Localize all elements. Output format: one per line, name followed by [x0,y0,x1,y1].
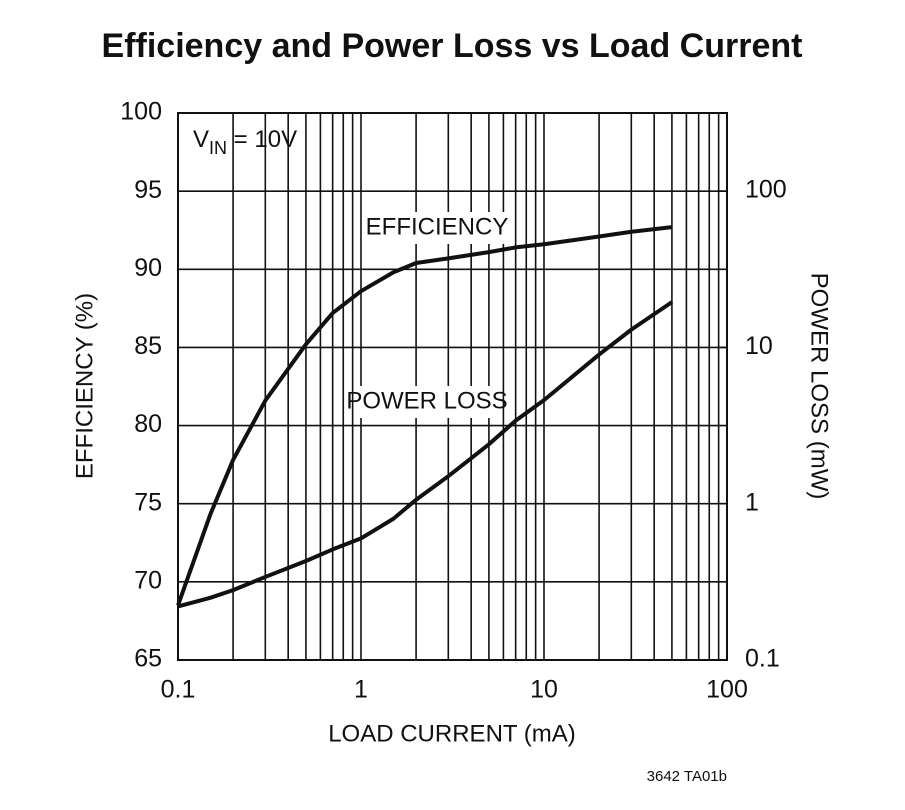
plot-frame [177,112,728,661]
y-tick-label: 70 [134,566,162,594]
y-tick-label: 95 [134,176,162,204]
x-tick-label: 0.1 [161,676,196,704]
x-tick-label: 100 [706,676,748,704]
footnote: 3642 TA01b [647,768,727,785]
series-line [177,300,674,609]
y-tick-label: 65 [134,645,162,673]
y-tick-label: 75 [134,488,162,516]
y-tick-label: 85 [134,332,162,360]
series-label-bg [365,212,509,244]
y-tick-label: 90 [134,254,162,282]
y2-tick-label: 0.1 [745,645,780,673]
x-tick-label: 1 [354,676,368,704]
y2-axis-label: POWER LOSS (mW) [806,273,833,500]
series-label: EFFICIENCY [366,213,509,240]
y-tick-label: 80 [134,410,162,438]
series-label-bg [355,386,499,418]
condition-main: V [193,126,209,153]
y-tick-label: 100 [120,98,162,126]
condition: VIN = 10V [193,126,297,157]
condition-sub: IN [209,138,227,158]
chart-title: Efficiency and Power Loss vs Load Curren… [102,27,803,65]
y-axis-label: EFFICIENCY (%) [71,293,98,479]
series-label: POWER LOSS [346,387,507,414]
x-axis-label: LOAD CURRENT (mA) [328,720,576,747]
condition-tail: = 10V [227,126,297,153]
x-tick-label: 10 [530,676,558,704]
y2-tick-label: 100 [745,176,787,204]
y2-tick-label: 1 [745,488,759,516]
y2-tick-label: 10 [745,332,773,360]
series-line [176,225,673,606]
